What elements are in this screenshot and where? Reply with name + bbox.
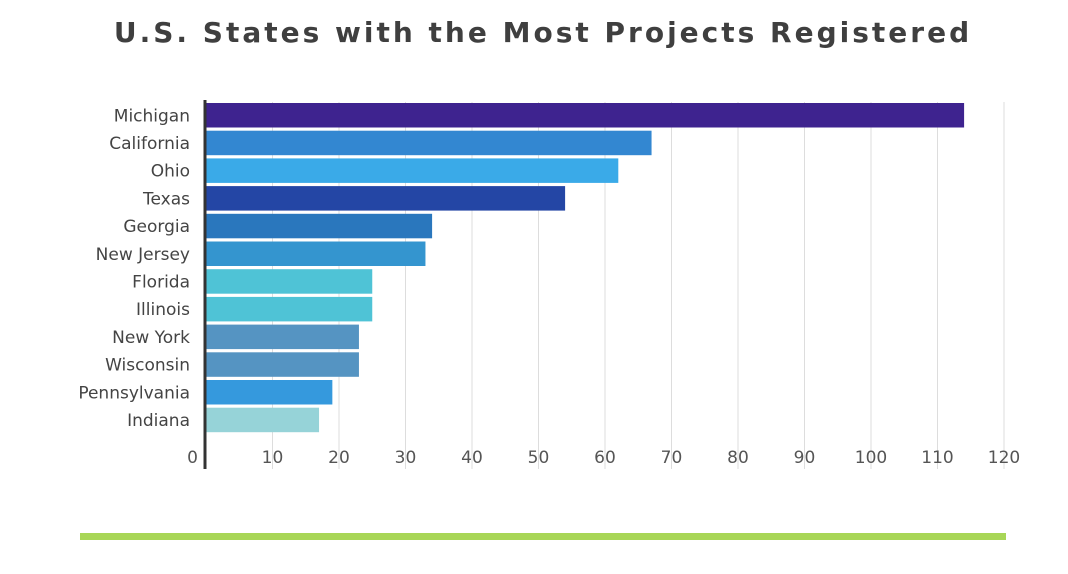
category-label: Wisconsin (105, 356, 190, 376)
x-tick-label: 70 (661, 448, 683, 468)
x-tick-label: 20 (328, 448, 350, 468)
x-tick-label: 10 (262, 448, 284, 468)
x-tick-label: 0 (187, 448, 198, 468)
x-tick-label: 120 (988, 448, 1020, 468)
grid-lines (272, 102, 1005, 469)
bar-indiana (206, 407, 320, 433)
x-tick-label: 40 (461, 448, 483, 468)
x-tick-label: 90 (794, 448, 816, 468)
bar-ohio (206, 158, 619, 183)
bar-illinois (206, 296, 373, 322)
x-tick-label: 110 (921, 448, 953, 468)
category-labels: Michigan California Ohio Texas Georgia New Je… (78, 106, 190, 431)
category-label: New Jersey (96, 245, 190, 265)
bar-california (206, 130, 652, 156)
category-label: Texas (142, 189, 190, 209)
category-label: Pennsylvania (78, 383, 190, 403)
footer-rule (80, 533, 1006, 540)
category-label: Illinois (136, 300, 190, 320)
category-label: Ohio (151, 162, 190, 182)
bar-new-york (206, 324, 359, 350)
bar-new-jersey (206, 241, 426, 266)
x-tick-label: 30 (395, 448, 417, 468)
category-label: Michigan (114, 106, 190, 126)
bars (206, 103, 965, 433)
category-label: Georgia (123, 217, 190, 237)
bar-michigan (206, 103, 965, 128)
bar-wisconsin (206, 352, 359, 377)
chart-title: U.S. States with the Most Projects Regis… (113, 16, 973, 49)
tick-labels: 0 10 20 30 40 50 60 70 80 90 100 110 120 (187, 448, 1020, 468)
bar-texas (206, 186, 566, 211)
x-tick-label: 80 (727, 448, 749, 468)
category-label: New York (112, 328, 190, 348)
bar-pennsylvania (206, 380, 333, 405)
x-tick-label: 100 (855, 448, 887, 468)
x-tick-label: 50 (528, 448, 550, 468)
x-tick-label: 60 (594, 448, 616, 468)
bar-florida (206, 269, 373, 294)
bar-georgia (206, 213, 433, 239)
category-label: Florida (132, 272, 190, 292)
category-label: Indiana (127, 411, 190, 431)
category-label: California (109, 134, 190, 154)
